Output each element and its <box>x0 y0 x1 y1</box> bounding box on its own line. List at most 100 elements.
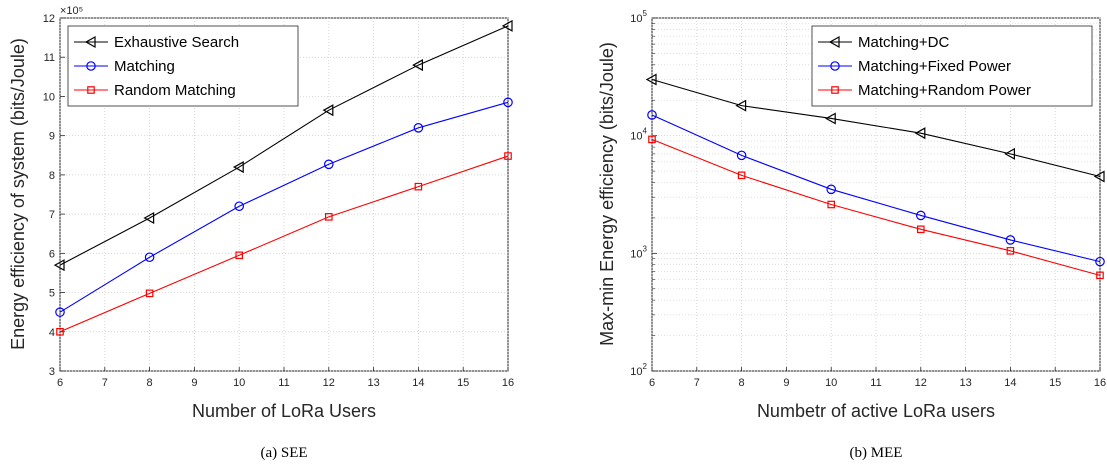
data-point <box>56 327 64 336</box>
legend-label: Matching+Random Power <box>858 82 1031 99</box>
x-axis-label: Numbetr of active LoRa users <box>757 401 995 421</box>
y-tick-label: 102 <box>630 362 647 378</box>
data-point <box>145 289 154 298</box>
y-tick-label: 5 <box>49 288 55 300</box>
x-tick-label: 16 <box>1094 377 1106 389</box>
x-tick-label: 14 <box>412 377 424 389</box>
x-tick-label: 6 <box>649 377 655 389</box>
legend-label: Matching+Fixed Power <box>858 58 1011 75</box>
data-point <box>737 171 746 180</box>
data-point <box>232 161 244 174</box>
y-tick-label: 3 <box>49 366 55 378</box>
ticks: 6 7 8 9 10 11 12 13 14 15 16 102 103 104 105 <box>630 9 1106 389</box>
legend-label: Matching <box>114 58 175 75</box>
x-tick-label: 7 <box>694 377 700 389</box>
data-point <box>503 97 513 108</box>
y-tick-label: 7 <box>49 209 55 221</box>
x-tick-label: 10 <box>233 377 245 389</box>
y-tick-label: 103 <box>630 244 647 260</box>
legend: Matching+DC Matching+Fixed Power Matching+… <box>811 25 1093 107</box>
legend-label: Exhaustive Search <box>114 34 239 51</box>
data-point <box>1096 271 1104 280</box>
data-point <box>645 73 657 86</box>
y-tick-label: 8 <box>49 170 55 182</box>
legend-marker <box>831 86 839 94</box>
data-point <box>915 210 926 221</box>
caption-b: (b) MEE <box>850 445 903 461</box>
data-point <box>914 127 926 140</box>
x-tick-label: 6 <box>57 377 63 389</box>
y-tick-label: 4 <box>49 327 55 339</box>
x-tick-label: 10 <box>825 377 837 389</box>
data-point <box>413 123 424 133</box>
x-tick-label: 8 <box>147 377 153 389</box>
legend-marker <box>87 86 95 94</box>
data-point <box>322 104 334 117</box>
series-line <box>651 78 1101 178</box>
grid <box>651 17 1101 372</box>
data-point <box>55 307 65 317</box>
legend-marker <box>828 35 840 49</box>
data-point <box>1005 235 1016 245</box>
x-tick-label: 7 <box>102 377 108 389</box>
data-point <box>824 112 836 125</box>
data-point <box>648 135 656 144</box>
data-point <box>414 182 423 191</box>
data-point <box>143 212 155 225</box>
caption-a: (a) SEE <box>260 445 307 461</box>
data-point <box>1006 247 1015 255</box>
data-point <box>647 110 657 120</box>
data-point <box>736 150 747 161</box>
data-point <box>1004 147 1016 160</box>
x-tick-label: 13 <box>367 377 379 389</box>
chart-see: 6 7 8 9 10 11 12 13 14 15 16 3 4 5 6 7 8 9 10 11 12 Exhausti… <box>8 5 514 461</box>
data-point <box>504 152 512 160</box>
data-point <box>501 19 513 32</box>
y-exponent-label: ×10⁵ <box>60 5 83 17</box>
x-tick-label: 15 <box>1049 377 1061 389</box>
data-point <box>735 99 747 112</box>
x-tick-label: 12 <box>915 377 927 389</box>
y-tick-label: 12 <box>43 13 55 25</box>
series-lines <box>645 73 1105 280</box>
data-point <box>325 213 333 221</box>
data-point <box>234 201 244 212</box>
ticks: 6 7 8 9 10 11 12 13 14 15 16 3 4 5 6 7 8 9 10 11 12 <box>43 13 514 389</box>
series-line <box>651 138 1101 276</box>
y-tick-label: 10 <box>43 91 55 103</box>
data-point <box>144 252 155 263</box>
series-line <box>59 101 509 313</box>
x-tick-label: 14 <box>1004 377 1016 389</box>
data-point <box>1095 256 1105 267</box>
legend: Exhaustive Search Matching Random Matching <box>67 25 299 107</box>
series-lines <box>53 19 513 336</box>
series-line <box>651 114 1101 263</box>
data-point <box>323 159 334 170</box>
y-tick-label: 104 <box>630 127 647 143</box>
y-axis-label: Max-min Energy efficiency (bits/Joule) <box>597 42 617 346</box>
series-line <box>59 25 509 266</box>
x-tick-label: 12 <box>323 377 335 389</box>
legend-label: Random Matching <box>114 82 236 99</box>
series-line <box>59 155 509 333</box>
legend-marker <box>830 61 840 71</box>
y-axis-label: Energy efficiency of system (bits/Joule) <box>8 38 28 350</box>
data-point <box>235 251 244 260</box>
x-tick-label: 15 <box>457 377 469 389</box>
y-tick-label: 9 <box>49 131 55 143</box>
x-tick-label: 16 <box>502 377 514 389</box>
y-tick-label: 11 <box>44 52 55 64</box>
y-tick-label: 105 <box>630 9 647 25</box>
y-tick-label: 6 <box>49 248 55 260</box>
x-tick-label: 9 <box>191 377 197 389</box>
x-tick-label: 13 <box>959 377 971 389</box>
chart-mee: 6 7 8 9 10 11 12 13 14 15 16 102 103 104 105 Matching+… <box>597 9 1106 461</box>
data-point <box>53 259 65 272</box>
x-axis-label: Number of LoRa Users <box>192 401 376 421</box>
legend-marker <box>84 35 96 49</box>
legend-label: Matching+DC <box>858 34 949 51</box>
data-point <box>826 184 836 195</box>
x-tick-label: 11 <box>870 377 881 389</box>
x-tick-label: 9 <box>783 377 789 389</box>
